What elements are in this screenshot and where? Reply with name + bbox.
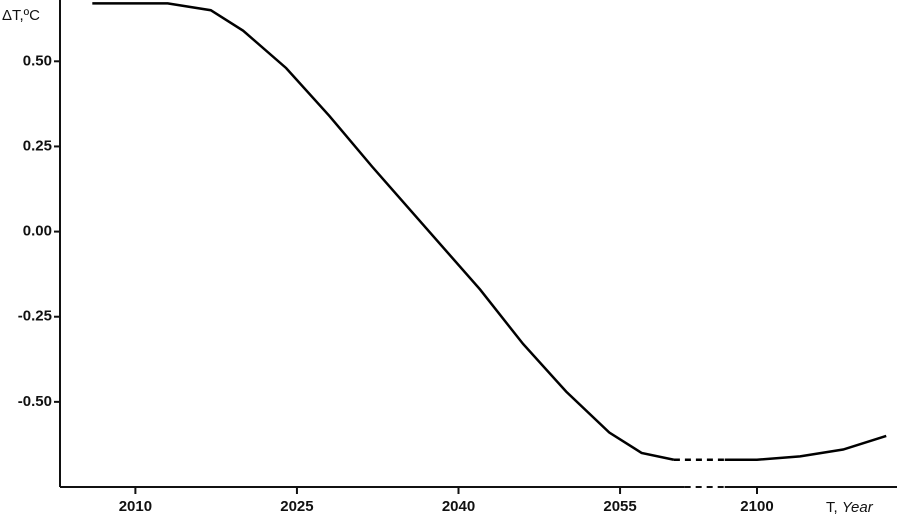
- y-tick-label: 0.00: [23, 223, 52, 240]
- y-axis-label: ΔT,ºC: [2, 7, 40, 24]
- line-series: [92, 2, 675, 461]
- x-tick-label: 2040: [442, 498, 475, 515]
- x-tick-label: 2010: [119, 498, 152, 515]
- y-tick-label: -0.25: [18, 308, 52, 325]
- y-tick-label: 0.50: [23, 52, 52, 69]
- x-axis-label: T, Year: [826, 499, 874, 516]
- y-tick-label: 0.25: [23, 137, 52, 154]
- x-axis-label-unit: Year: [842, 499, 874, 516]
- x-tick-label: 2025: [280, 498, 313, 515]
- x-tick-label: 2100: [740, 498, 773, 515]
- y-tick-label: -0.50: [18, 393, 52, 410]
- x-tick-label: 2055: [603, 498, 636, 515]
- x-axis-label-text: T,: [826, 499, 838, 516]
- line-series: [724, 434, 887, 462]
